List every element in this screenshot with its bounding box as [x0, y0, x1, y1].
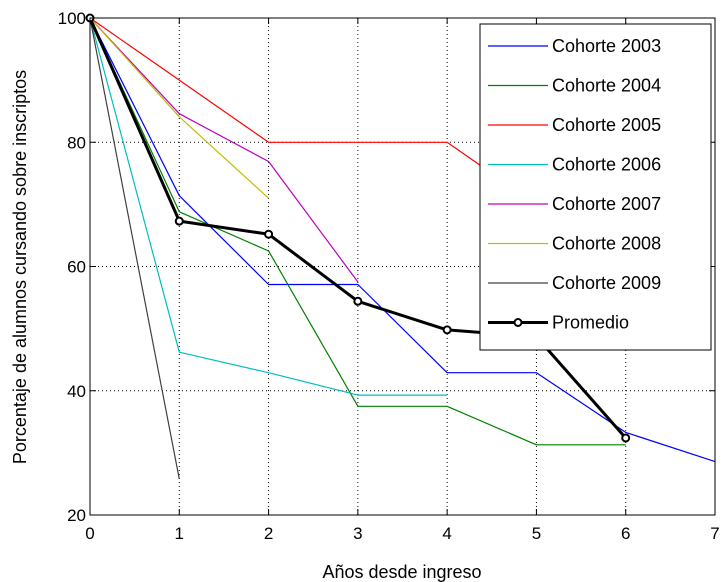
x-tick-label: 0: [85, 524, 94, 543]
y-tick-label: 80: [67, 133, 86, 152]
legend-label: Cohorte 2007: [552, 194, 661, 214]
x-tick-label: 1: [175, 524, 184, 543]
data-point: [174, 216, 184, 226]
y-tick-label: 60: [67, 258, 86, 277]
x-axis-label: Años desde ingreso: [322, 562, 481, 582]
axes: [89, 17, 716, 516]
series-line-2: [89, 17, 537, 205]
y-tick-label: 40: [67, 382, 86, 401]
series-line-3: [89, 17, 448, 396]
legend-label: Cohorte 2009: [552, 273, 661, 293]
data-point: [442, 325, 452, 335]
series-line-1: [89, 17, 626, 446]
x-tick-label: 4: [442, 524, 451, 543]
y-tick-label: 100: [58, 9, 86, 28]
legend: Cohorte 2003 Cohorte 2004 Cohorte 2005 Coho…: [479, 23, 712, 351]
series-line-5: [89, 17, 270, 199]
x-tick-label: 7: [710, 524, 719, 543]
x-tick-label: 3: [353, 524, 362, 543]
x-tick-label: 5: [532, 524, 541, 543]
legend-label: Cohorte 2008: [552, 234, 661, 254]
data-point: [264, 229, 274, 239]
data-point: [621, 433, 631, 443]
x-tick-label: 2: [264, 524, 273, 543]
legend-marker: [513, 318, 523, 327]
data-point: [353, 296, 363, 306]
series-line-6: [89, 17, 180, 480]
tick-labels: 0 1 2 3 4 5 6 7 20 40 60 80 100: [58, 9, 720, 543]
legend-label: Cohorte 2003: [552, 36, 661, 56]
y-axis-label: Porcentaje de alumnos cursando sobre ins…: [10, 70, 30, 464]
legend-label: Cohorte 2005: [552, 115, 661, 135]
legend-label: Cohorte 2006: [552, 155, 661, 175]
legend-label: Promedio: [552, 313, 629, 333]
legend-label: Cohorte 2004: [552, 76, 661, 96]
x-tick-label: 6: [621, 524, 630, 543]
legend-box: [479, 23, 712, 351]
series-line-4: [89, 17, 359, 283]
y-tick-label: 20: [67, 506, 86, 525]
